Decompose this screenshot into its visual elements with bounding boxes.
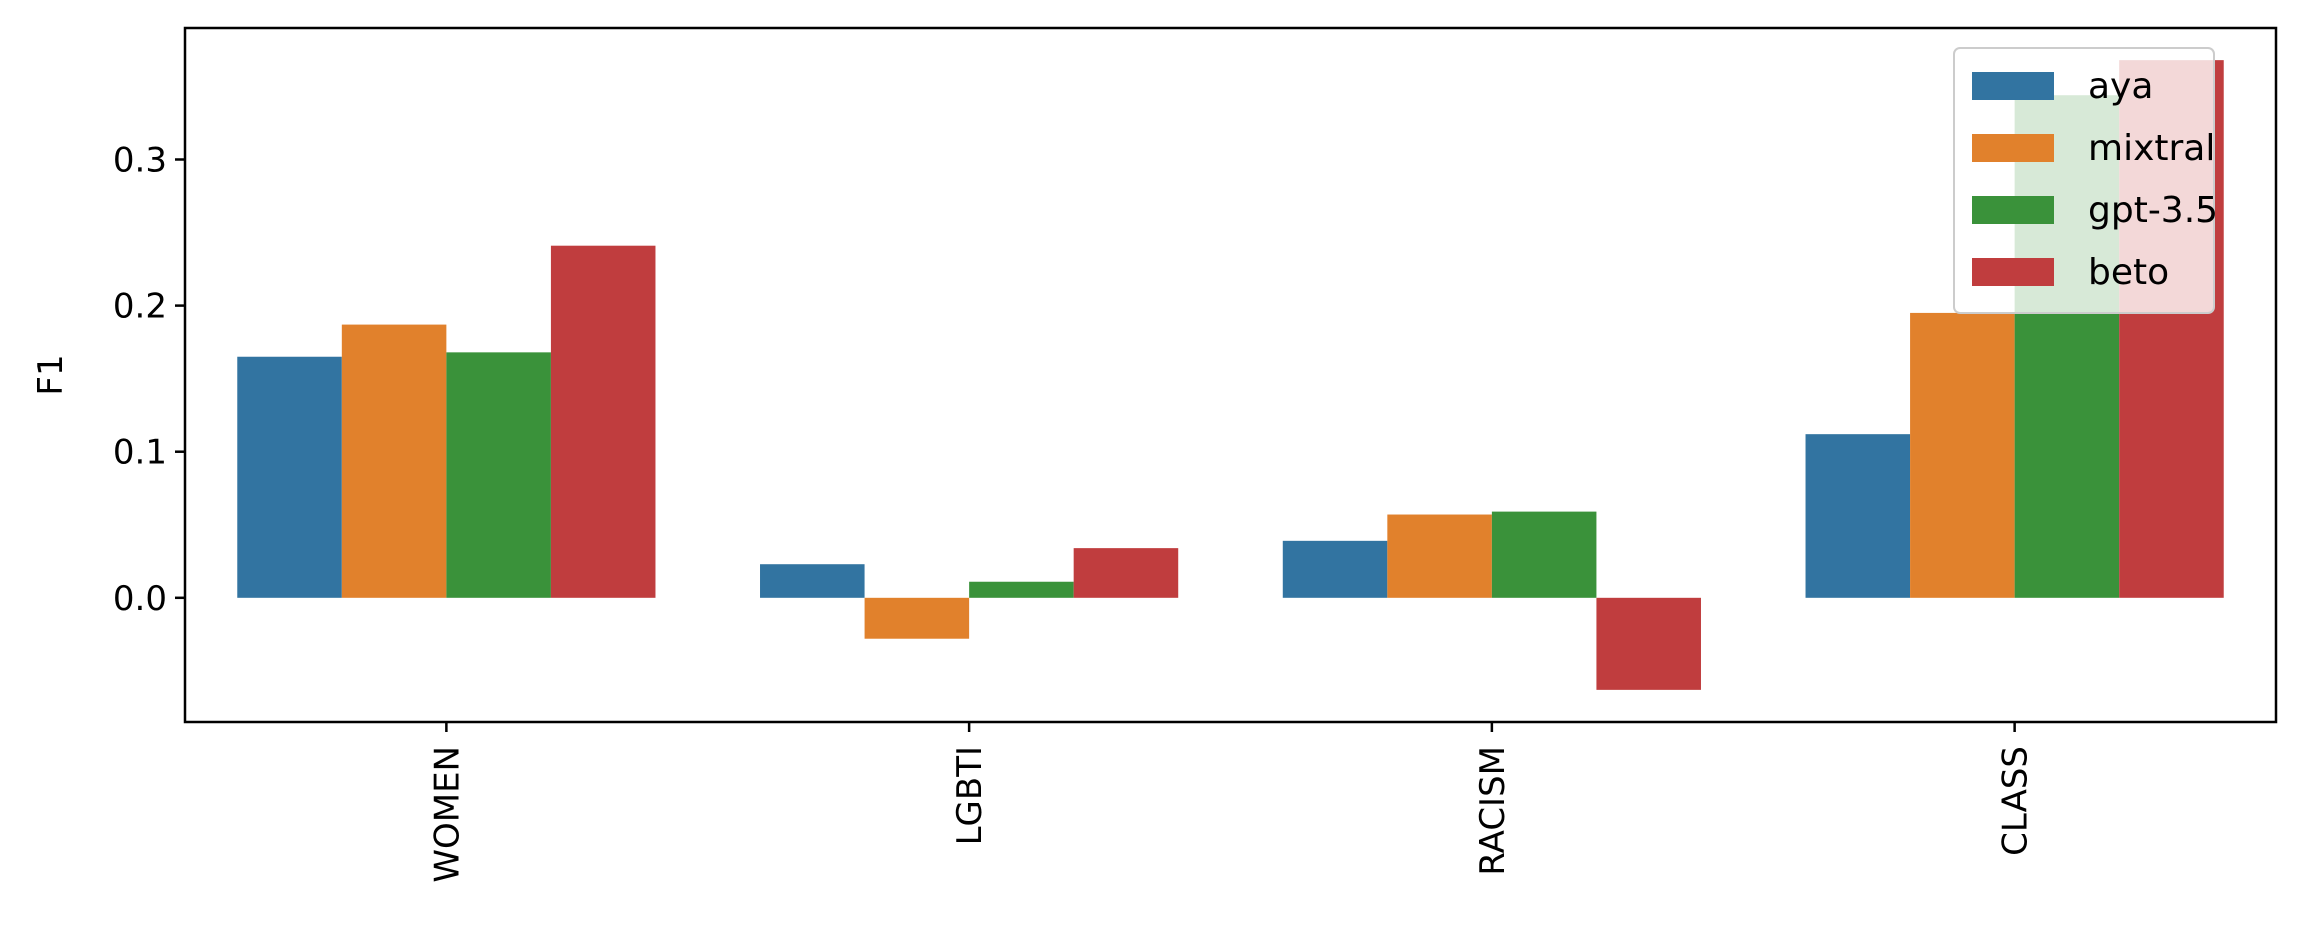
bar-beto-lgbti — [1073, 548, 1179, 598]
x-tick-label-women: WOMEN — [427, 746, 467, 883]
bar-mixtral-women — [341, 324, 447, 598]
legend-label-mixtral: mixtral — [2088, 128, 2215, 169]
x-tick-label-racism: RACISM — [1473, 746, 1513, 876]
y-axis-label: F1 — [31, 354, 71, 395]
bar-aya-lgbti — [760, 564, 865, 598]
bar-beto-women — [550, 245, 656, 598]
legend-label-beto: beto — [2088, 252, 2169, 293]
bar-gpt-3.5-lgbti — [969, 581, 1074, 598]
legend: aya mixtral gpt-3.5 beto — [1953, 47, 2218, 314]
legend-swatch-gpt-3.5 — [1972, 196, 2054, 224]
legend-label-gpt-3.5: gpt-3.5 — [2088, 190, 2218, 231]
bar-mixtral-lgbti — [864, 597, 970, 639]
y-tick-label: 0.0 — [113, 579, 167, 619]
legend-swatch-mixtral — [1972, 134, 2054, 162]
y-axis: 0.0 0.1 0.2 0.3 — [113, 140, 185, 619]
y-tick-label: 0.1 — [113, 433, 167, 473]
bar-gpt-3.5-women — [446, 352, 551, 598]
bar-beto-racism — [1596, 597, 1701, 690]
bar-gpt-3.5-racism — [1491, 511, 1597, 598]
legend-box — [1953, 47, 2215, 314]
y-tick-label: 0.2 — [113, 287, 167, 327]
x-tick-label-lgbti: LGBTI — [950, 746, 990, 845]
bar-aya-women — [237, 356, 342, 598]
x-tick-label-class: CLASS — [1996, 746, 2036, 856]
plot-frame — [183, 26, 2278, 724]
y-tick-label: 0.3 — [113, 140, 167, 180]
bar-mixtral-racism — [1387, 514, 1492, 598]
legend-label-aya: aya — [2088, 66, 2153, 107]
legend-swatch-aya — [1972, 72, 2054, 100]
legend-swatch-beto — [1972, 258, 2054, 286]
x-axis: WOMEN LGBTI RACISM CLASS — [427, 722, 2036, 883]
bar-aya-class — [1805, 434, 1911, 598]
bar-aya-racism — [1282, 540, 1388, 598]
bar-mixtral-class — [1910, 312, 2015, 598]
